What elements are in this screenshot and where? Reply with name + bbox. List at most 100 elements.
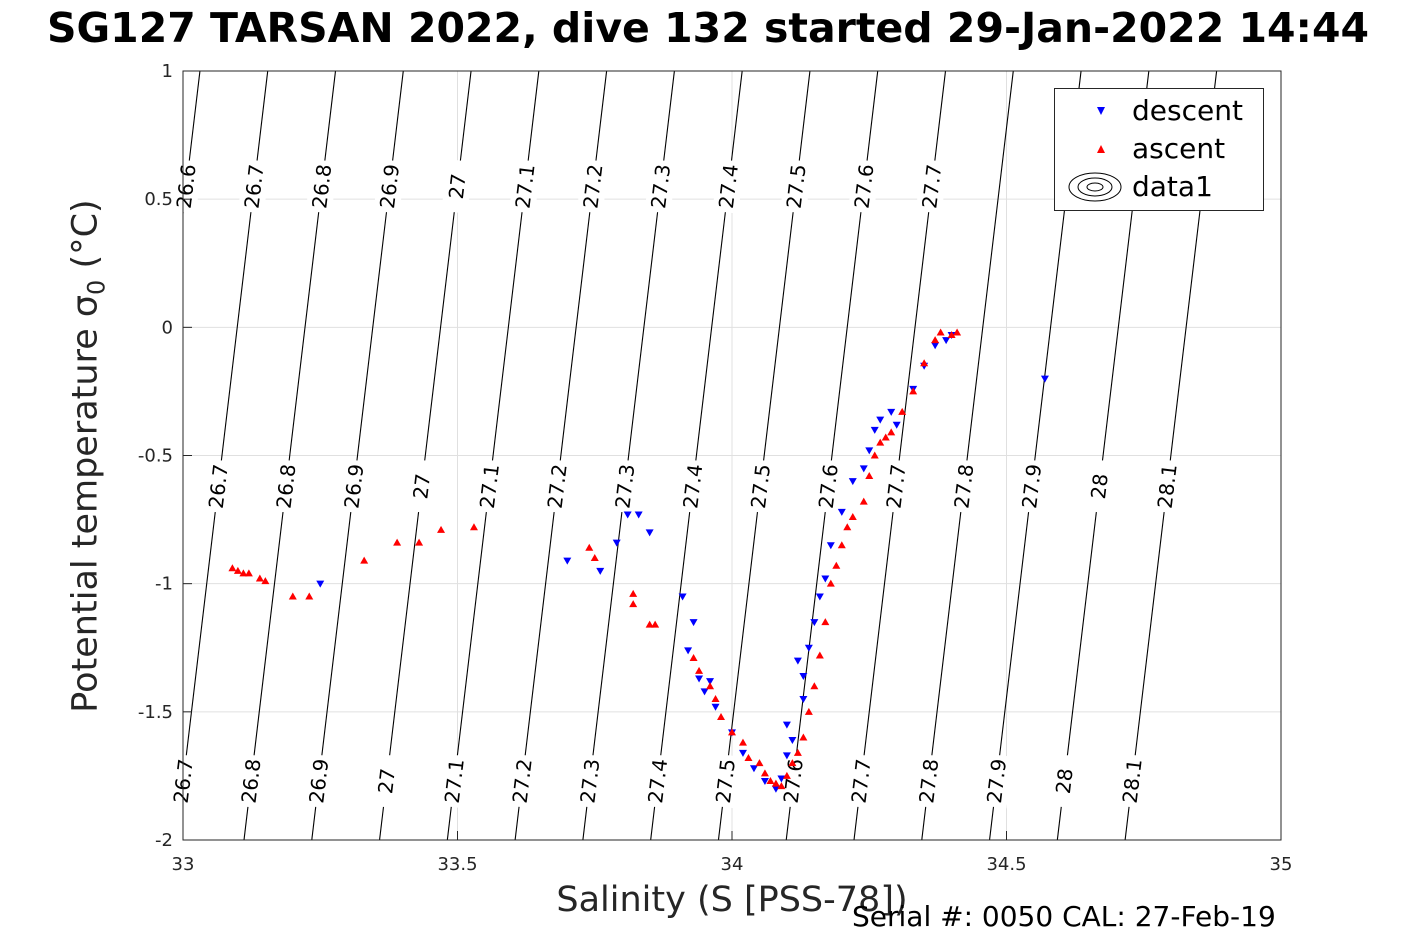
ascent-point — [689, 654, 698, 662]
descent-point — [563, 557, 572, 565]
ascent-point — [695, 666, 704, 674]
ascent-point — [920, 359, 929, 367]
contour-label-mid: 27.8 — [949, 463, 978, 510]
descent-point — [799, 672, 808, 680]
ascent-point — [848, 513, 857, 521]
contour-label-top: 27.7 — [917, 163, 946, 210]
contour-label-bg — [235, 753, 267, 809]
ascent-point — [629, 600, 638, 608]
ascent-point — [804, 707, 813, 715]
contour-label-mid: 28 — [1086, 472, 1113, 500]
contour-label-bg — [880, 458, 913, 514]
contour-label-bg — [438, 753, 471, 809]
contour-label-mid: 27.7 — [882, 463, 911, 510]
contour-label-mid: 26.9 — [339, 463, 368, 510]
ascent-point — [771, 779, 780, 787]
contour-label-bottom: 28 — [1051, 767, 1078, 795]
contour-label-bg — [441, 158, 474, 214]
contour-label-bg — [641, 753, 674, 809]
descent-point — [848, 478, 857, 486]
y-tick-label: -1.5 — [138, 702, 173, 723]
ascent-point — [865, 472, 874, 480]
contour-label-bottom: 27.4 — [643, 758, 672, 805]
x-tick-label: 35 — [1270, 854, 1293, 875]
axis-ticks: 33 33.5 34 34.5 35 -2 -1.5 -1 -0.5 0 0.5 1 — [138, 61, 1293, 875]
contour-label-mid: 27.5 — [746, 463, 775, 510]
ascent-point — [469, 523, 478, 531]
ascent-point — [585, 543, 594, 551]
contour-label-top: 27.4 — [714, 163, 743, 210]
ascent-point — [651, 620, 660, 628]
ascent-point — [876, 438, 885, 446]
ascent-point — [645, 620, 654, 628]
contour-label-bottom: 26.8 — [236, 758, 265, 805]
contour-label-bg — [915, 158, 948, 214]
descent-point — [782, 721, 791, 729]
contour-label-mid: 26.7 — [204, 463, 233, 510]
contour-label-top: 27.1 — [511, 163, 540, 210]
legend-item-ascent: ascent — [1055, 131, 1263, 167]
ascent-point — [832, 561, 841, 569]
y-tick-label: 0 — [162, 317, 173, 338]
ascent-point — [239, 569, 248, 577]
legend-label-data1: data1 — [1132, 170, 1213, 203]
contour-label-bg — [845, 753, 877, 809]
ascent-point — [415, 538, 424, 546]
contour-label-bottom: 26.9 — [304, 758, 333, 805]
x-axis-label: Salinity (S [PSS-78]) — [556, 880, 908, 920]
ascent-point — [815, 651, 824, 659]
x-tick-label: 34.5 — [986, 854, 1026, 875]
contour-label-top: 27.5 — [782, 163, 811, 210]
ascent-point — [744, 753, 753, 761]
contour-label-bottom: 27.2 — [508, 758, 537, 805]
ascent-point — [766, 777, 775, 785]
chart-title: SG127 TARSAN 2022, dive 132 started 29-J… — [46, 4, 1370, 52]
density-contour-labels: 26.6 26.7 26.8 26.9 27 27.1 27.2 27.3 27.4 27.5 27… — [167, 158, 1184, 809]
contour-label-bg — [608, 458, 641, 514]
contour-label-top: 27.3 — [646, 163, 675, 210]
contour-label-bg — [1151, 458, 1184, 514]
descent-point — [700, 688, 709, 696]
ascent-point — [947, 331, 956, 339]
ascent-point — [629, 589, 638, 597]
contour-label-bg — [576, 158, 609, 214]
descent-point — [689, 619, 698, 627]
ascent-point — [936, 328, 945, 336]
y-tick-label: 0.5 — [144, 189, 173, 210]
descent-point — [678, 593, 687, 601]
ascent-point — [859, 497, 868, 505]
contour-label-bottom: 27.5 — [711, 758, 740, 805]
ascent-point — [777, 782, 786, 790]
contour-label-mid: 26.8 — [272, 463, 301, 510]
ascent-point — [305, 592, 314, 600]
descent-point — [623, 511, 632, 519]
contour-label-bg — [202, 458, 235, 514]
contour-label-bg — [1015, 458, 1048, 514]
contour-label-bg — [912, 753, 945, 809]
descent-point — [316, 580, 325, 588]
contour-label-bg — [1048, 753, 1081, 809]
descent-point — [760, 778, 769, 786]
contour-label-top: 26.6 — [172, 163, 201, 210]
ascent-point — [288, 592, 297, 600]
contour-label-bg — [848, 158, 880, 214]
descent-point — [810, 619, 819, 627]
ascent-point — [261, 577, 270, 585]
descent-point — [738, 749, 747, 757]
descent-point — [1040, 375, 1049, 383]
x-tick-label: 33.5 — [437, 854, 477, 875]
legend-label-descent: descent — [1132, 94, 1243, 127]
ascent-point — [953, 328, 962, 336]
contour-label-top: 26.7 — [239, 163, 268, 210]
contour-label-bg — [270, 458, 303, 514]
descent-point — [815, 593, 824, 601]
contour-label-bg — [373, 158, 406, 214]
data-points — [228, 328, 1049, 793]
legend[interactable]: descent ascent data1 — [1054, 88, 1264, 211]
x-tick-label: 33 — [172, 854, 195, 875]
ascent-point — [931, 336, 940, 344]
serial-calibration-text: Serial #: 0050 CAL: 27-Feb-19 — [852, 900, 1276, 933]
contour-label-top: 26.8 — [307, 163, 336, 210]
contour-label-bottom: 27.1 — [440, 758, 469, 805]
contour-label-bg — [777, 753, 810, 809]
